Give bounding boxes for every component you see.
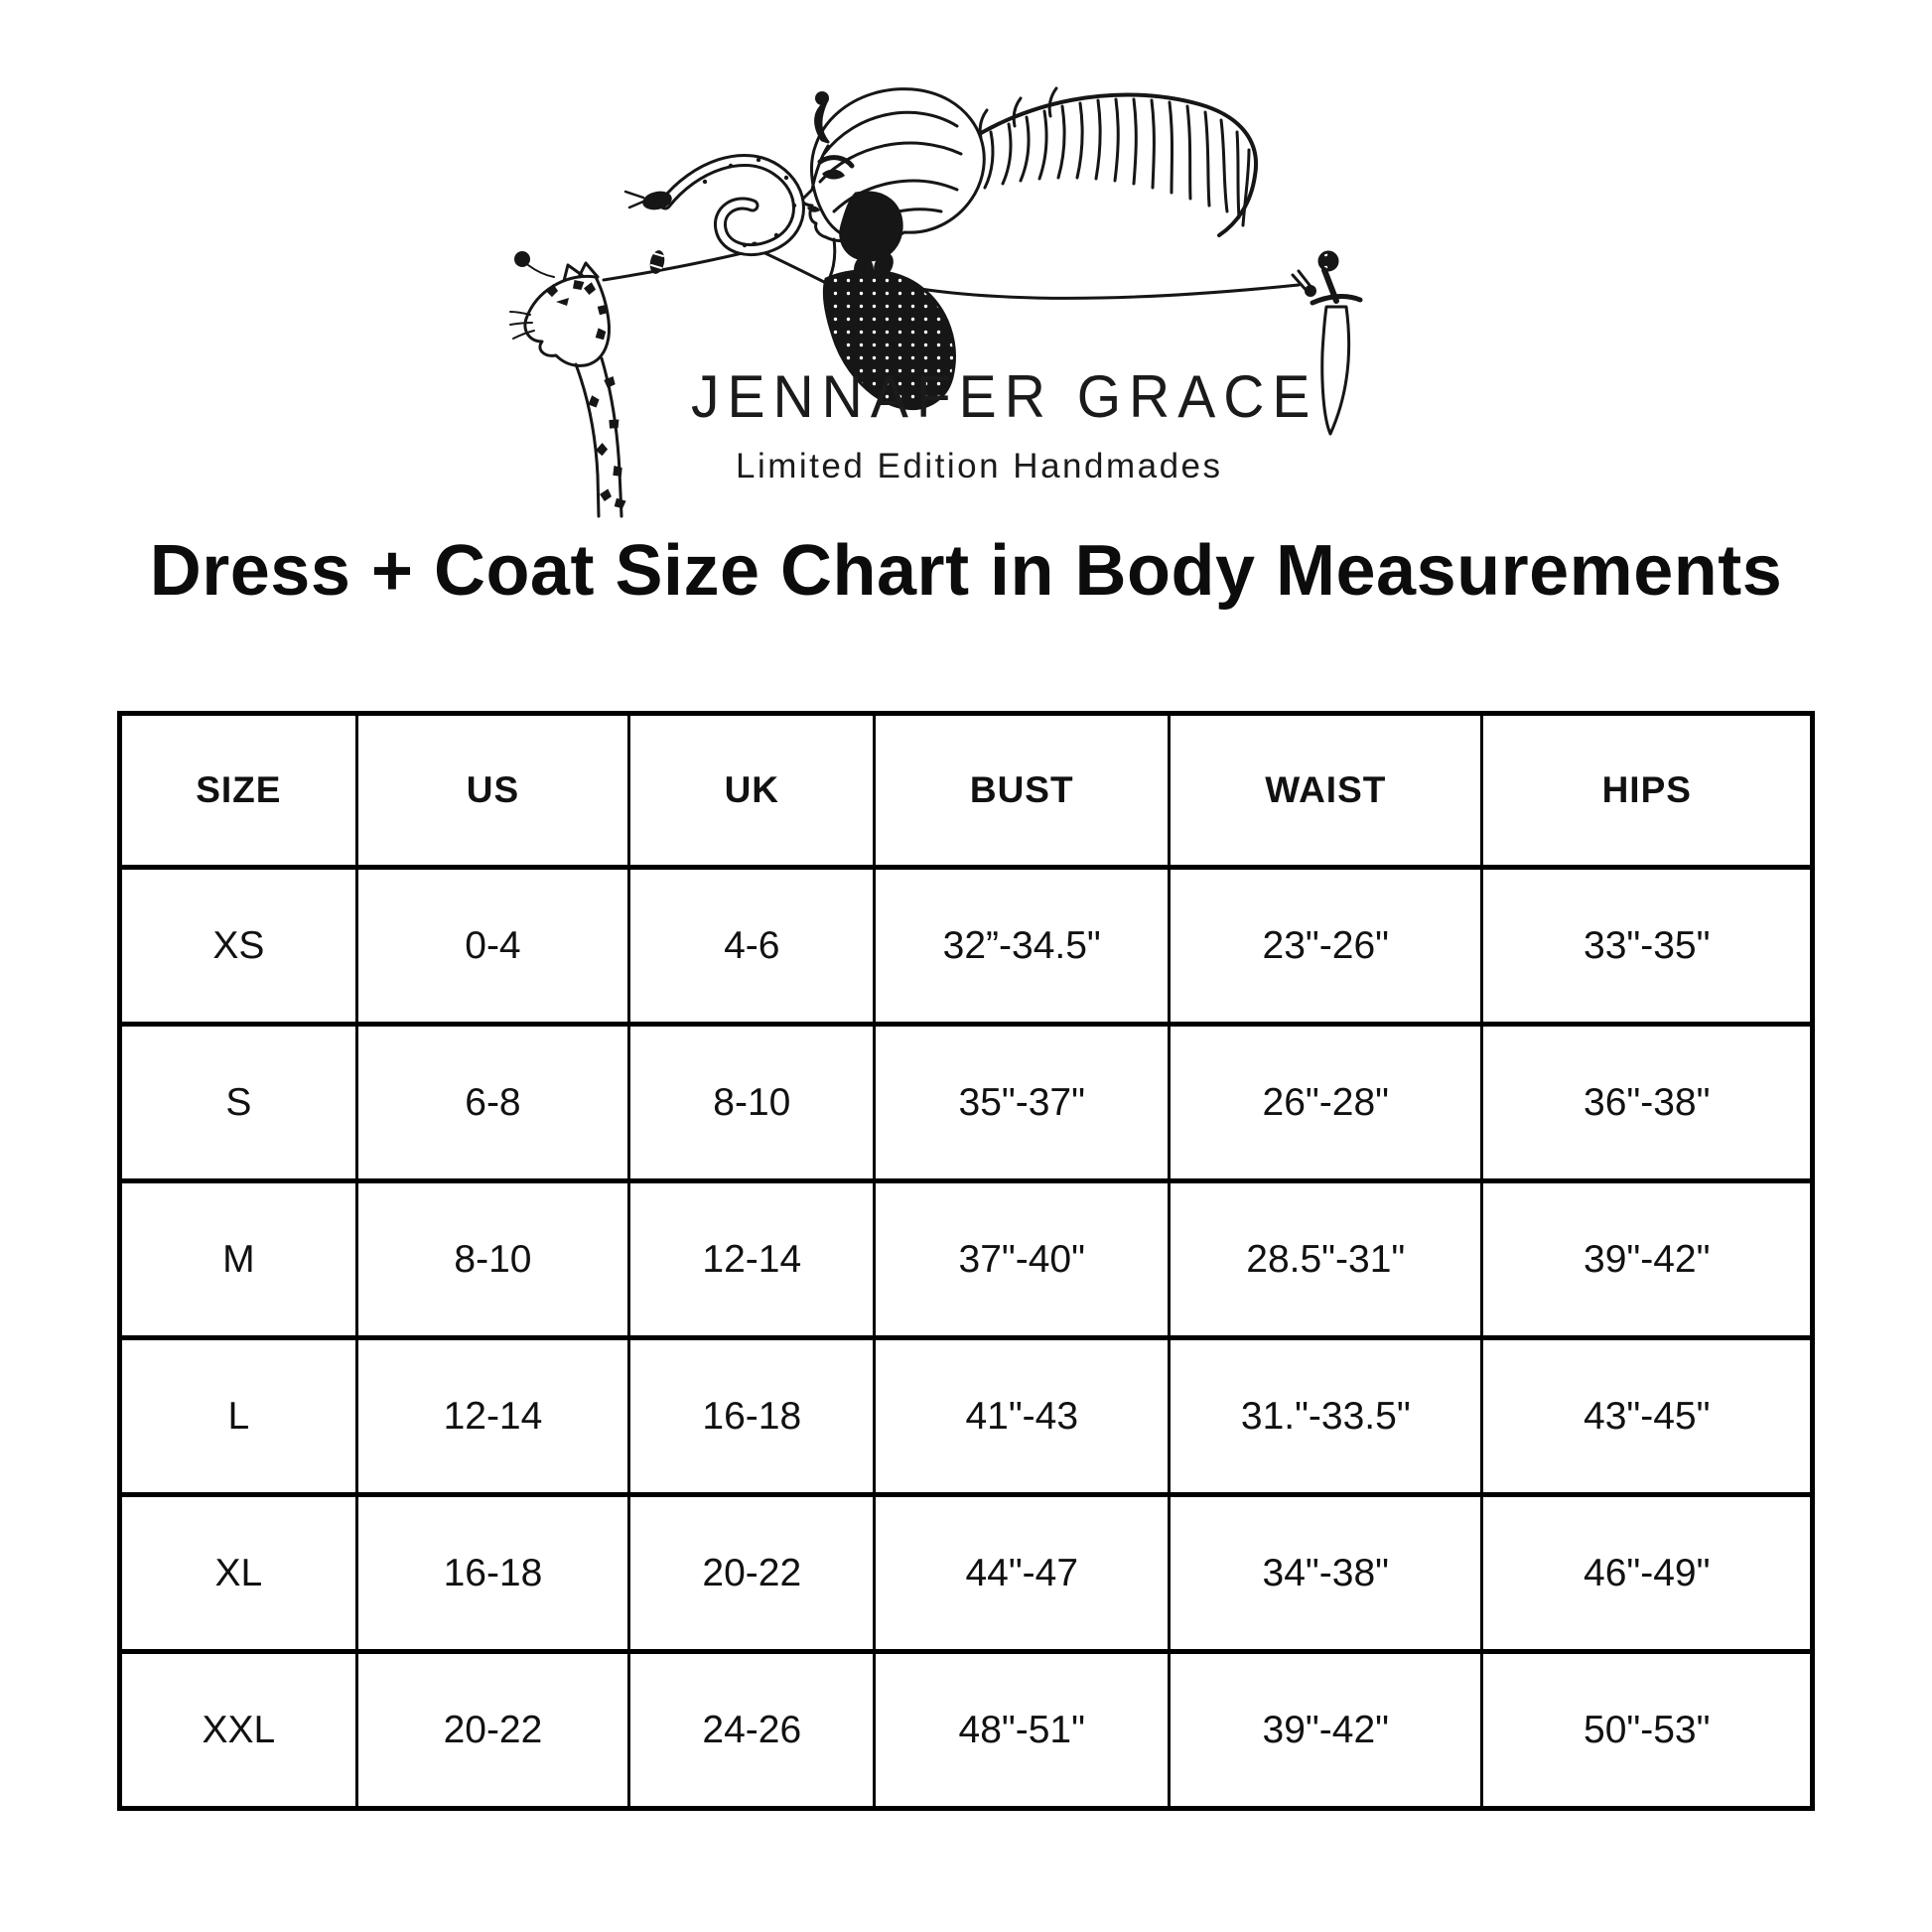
- column-header-us: US: [354, 711, 631, 870]
- cell-uk: 16-18: [627, 1335, 877, 1497]
- cell-waist: 39"-42": [1168, 1649, 1484, 1811]
- cell-uk: 24-26: [627, 1649, 877, 1811]
- column-header-bust: BUST: [873, 711, 1172, 870]
- cell-size: S: [118, 1022, 358, 1183]
- page-title: Dress + Coat Size Chart in Body Measurem…: [149, 531, 1783, 611]
- cell-us: 0-4: [354, 865, 631, 1027]
- cell-uk: 8-10: [627, 1022, 877, 1183]
- cell-size: L: [118, 1335, 358, 1497]
- cell-bust: 32”-34.5": [873, 865, 1172, 1027]
- leopard-icon: [509, 251, 630, 518]
- cell-bust: 44"-47: [873, 1492, 1172, 1654]
- woman-icon: [602, 87, 1301, 410]
- table-row-s: S 6-8 8-10 35"-37" 26"-28" 36"-38": [118, 1022, 1814, 1183]
- cell-uk: 12-14: [627, 1178, 877, 1340]
- column-header-waist: WAIST: [1168, 711, 1484, 870]
- cell-hips: 39"-42": [1480, 1178, 1814, 1340]
- snake-icon: [623, 154, 805, 257]
- brand-tagline: Limited Edition Handmades: [736, 447, 1223, 485]
- size-chart-table: SIZE US UK BUST WAIST HIPS XS 0-4 4-6 32…: [117, 711, 1815, 1811]
- logo-illustration: [509, 86, 1363, 518]
- cell-hips: 43"-45": [1480, 1335, 1814, 1497]
- feather-icon: [947, 86, 1258, 237]
- table-row-m: M 8-10 12-14 37"-40" 28.5"-31" 39"-42": [118, 1178, 1814, 1340]
- cell-bust: 41"-43: [873, 1335, 1172, 1497]
- table-row-xs: XS 0-4 4-6 32”-34.5" 23"-26" 33"-35": [118, 865, 1814, 1027]
- cell-waist: 26"-28": [1168, 1022, 1484, 1183]
- cell-waist: 31."-33.5": [1168, 1335, 1484, 1497]
- cell-uk: 20-22: [627, 1492, 877, 1654]
- cell-waist: 34"-38": [1168, 1492, 1484, 1654]
- column-header-size: SIZE: [118, 711, 358, 870]
- table-row-xxl: XXL 20-22 24-26 48"-51" 39"-42" 50"-53": [118, 1649, 1814, 1811]
- brand-name: JENNAFER GRACE: [691, 363, 1318, 431]
- cell-waist: 28.5"-31": [1168, 1178, 1484, 1340]
- column-header-uk: UK: [627, 711, 877, 870]
- cell-size: XL: [118, 1492, 358, 1654]
- brand-logo: JENNAFER GRACE Limited Edition Handmades: [506, 55, 1400, 521]
- dagger-icon: [1291, 250, 1363, 436]
- cell-hips: 50"-53": [1480, 1649, 1814, 1811]
- column-header-hips: HIPS: [1480, 711, 1814, 870]
- cell-us: 8-10: [354, 1178, 631, 1340]
- cell-hips: 46"-49": [1480, 1492, 1814, 1654]
- table-row-xl: XL 16-18 20-22 44"-47 34"-38" 46"-49": [118, 1492, 1814, 1654]
- table-row-l: L 12-14 16-18 41"-43 31."-33.5" 43"-45": [118, 1335, 1814, 1497]
- header-row: SIZE US UK BUST WAIST HIPS: [118, 711, 1814, 870]
- cell-waist: 23"-26": [1168, 865, 1484, 1027]
- cell-size: XXL: [118, 1649, 358, 1811]
- cell-bust: 48"-51": [873, 1649, 1172, 1811]
- cell-size: M: [118, 1178, 358, 1340]
- cell-us: 12-14: [354, 1335, 631, 1497]
- cell-bust: 37"-40": [873, 1178, 1172, 1340]
- cell-size: XS: [118, 865, 358, 1027]
- cell-us: 20-22: [354, 1649, 631, 1811]
- cell-us: 16-18: [354, 1492, 631, 1654]
- cell-hips: 36"-38": [1480, 1022, 1814, 1183]
- cell-us: 6-8: [354, 1022, 631, 1183]
- cell-uk: 4-6: [627, 865, 877, 1027]
- cell-bust: 35"-37": [873, 1022, 1172, 1183]
- cell-hips: 33"-35": [1480, 865, 1814, 1027]
